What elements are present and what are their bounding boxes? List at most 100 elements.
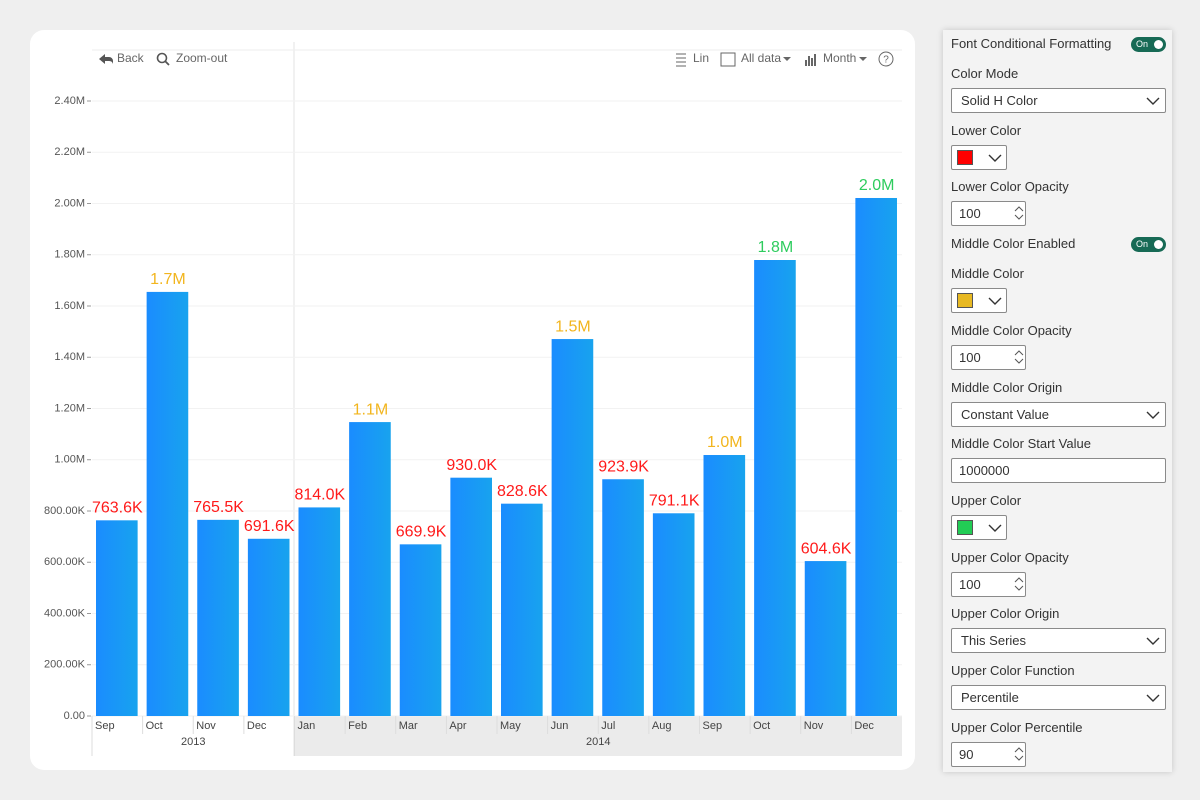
chevron xyxy=(1146,637,1160,646)
x-tick-label: Nov xyxy=(804,720,824,732)
setting-label: Lower Color xyxy=(951,122,1022,138)
setting-label: Lower Color Opacity xyxy=(951,179,1069,195)
back-button[interactable]: Back xyxy=(117,51,145,65)
data-label: 1.8M xyxy=(758,239,794,256)
spinner-arrows[interactable] xyxy=(1014,347,1024,367)
spinner-arrows[interactable] xyxy=(1014,574,1024,594)
data-label: 814.0K xyxy=(294,487,345,504)
y-tick-label: 1.00M xyxy=(54,454,85,466)
x-tick-label: Jan xyxy=(298,720,316,732)
scale-button[interactable]: Lin xyxy=(693,51,709,65)
setting-label: Middle Color Origin xyxy=(951,379,1063,395)
toggle[interactable]: On xyxy=(1131,37,1166,52)
toggle[interactable]: On xyxy=(1131,237,1166,253)
color-picker[interactable] xyxy=(951,288,1007,314)
period-icon[interactable] xyxy=(805,54,816,66)
spinner-arrows[interactable] xyxy=(1014,744,1024,764)
color-swatch xyxy=(957,293,973,309)
x-tick-label: Jun xyxy=(551,720,569,732)
spinner[interactable]: 90 xyxy=(951,741,1026,767)
chevron xyxy=(1146,97,1160,105)
bar xyxy=(349,422,391,716)
setting-label: Upper Color Function xyxy=(951,663,1075,678)
spinner-arrows[interactable] xyxy=(1014,203,1024,223)
help-button[interactable] xyxy=(878,51,894,67)
spinner[interactable]: 100 xyxy=(951,571,1026,597)
dropdown[interactable]: This Series xyxy=(951,628,1166,654)
data-label: 691.6K xyxy=(244,518,295,535)
y-tick-label: 1.20M xyxy=(54,402,85,414)
toggle-knob xyxy=(1154,240,1163,250)
setting-label: Middle Color Opacity xyxy=(951,322,1072,338)
spinner[interactable]: 100 xyxy=(951,344,1026,370)
x-tick-label: Mar xyxy=(399,720,418,732)
bar xyxy=(247,538,290,716)
period-button[interactable]: Month xyxy=(823,51,856,65)
y-tick-label: 2.00M xyxy=(54,197,85,209)
bar xyxy=(450,477,492,716)
bar xyxy=(298,507,341,716)
group-label: 2014 xyxy=(586,736,610,748)
range-button[interactable]: All data xyxy=(741,51,781,65)
text-input[interactable]: 1000000 xyxy=(951,458,1166,484)
color-picker[interactable] xyxy=(951,144,1007,170)
x-tick-label: Feb xyxy=(348,720,367,732)
dropdown[interactable]: Constant Value xyxy=(951,401,1166,427)
dropdown[interactable]: Percentile xyxy=(951,685,1166,710)
y-tick-label: 600.00K xyxy=(44,556,86,568)
setting-label: Middle Color Enabled xyxy=(951,236,1076,252)
data-label: 1.1M xyxy=(353,401,389,418)
data-label: 791.1K xyxy=(649,492,700,509)
back-icon[interactable] xyxy=(99,54,113,64)
help-icon-mark: ? xyxy=(883,55,889,66)
format-panel: Font Conditional Formatting On Color Mode S… xyxy=(943,30,1172,772)
bar xyxy=(551,339,594,716)
x-tick-label: Oct xyxy=(146,720,163,732)
chevron xyxy=(1146,411,1160,419)
scale-icon[interactable] xyxy=(676,53,686,67)
toggle-knob xyxy=(1154,40,1163,49)
zoom-icon-handle xyxy=(164,60,170,66)
setting-label: Middle Color Start Value xyxy=(951,436,1091,452)
data-label: 1.0M xyxy=(707,434,743,451)
chevron xyxy=(988,524,1002,532)
y-tick-label: 400.00K xyxy=(44,607,86,619)
zoom-out-button[interactable]: Zoom-out xyxy=(176,51,228,65)
dropdown[interactable]: Solid H Color xyxy=(951,88,1166,113)
x-tick-label: May xyxy=(500,720,521,732)
bar xyxy=(501,503,543,716)
x-tick-label: Apr xyxy=(449,720,466,732)
setting-label: Upper Color Percentile xyxy=(951,719,1083,735)
data-label: 763.6K xyxy=(92,500,143,517)
x-tick-label: Sep xyxy=(95,720,115,732)
y-tick-label: 2.40M xyxy=(54,95,85,107)
x-tick-label: Dec xyxy=(854,720,874,732)
data-label: 923.9K xyxy=(598,458,649,475)
data-label: 604.6K xyxy=(801,540,852,557)
y-tick-label: 800.00K xyxy=(44,505,86,517)
x-tick-label: Nov xyxy=(196,720,216,732)
setting-label: Upper Color Opacity xyxy=(951,549,1069,565)
color-picker[interactable] xyxy=(951,514,1007,540)
x-tick-label: Jul xyxy=(601,720,615,732)
x-tick-label: Dec xyxy=(247,720,267,732)
group-label: 2013 xyxy=(181,736,205,748)
toolbar: Back Zoom-out Lin All data Month ? xyxy=(99,51,894,67)
color-swatch xyxy=(957,519,973,535)
bar xyxy=(754,260,796,716)
data-label: 2.0M xyxy=(859,177,895,194)
data-label: 765.5K xyxy=(193,499,244,516)
setting-label: Middle Color xyxy=(951,266,1024,282)
data-label: 930.0K xyxy=(446,457,497,474)
y-tick-label: 2.20M xyxy=(54,146,85,158)
zoom-icon[interactable] xyxy=(156,52,168,64)
y-tick-label: 1.40M xyxy=(54,351,85,363)
setting-label: Color Mode xyxy=(951,66,1019,81)
range-icon[interactable] xyxy=(720,52,736,67)
bar xyxy=(146,291,189,716)
bar xyxy=(96,520,138,716)
spinner[interactable]: 100 xyxy=(951,201,1026,227)
chevron xyxy=(988,297,1002,306)
x-tick-label: Sep xyxy=(703,720,723,732)
data-label: 828.6K xyxy=(497,483,548,500)
